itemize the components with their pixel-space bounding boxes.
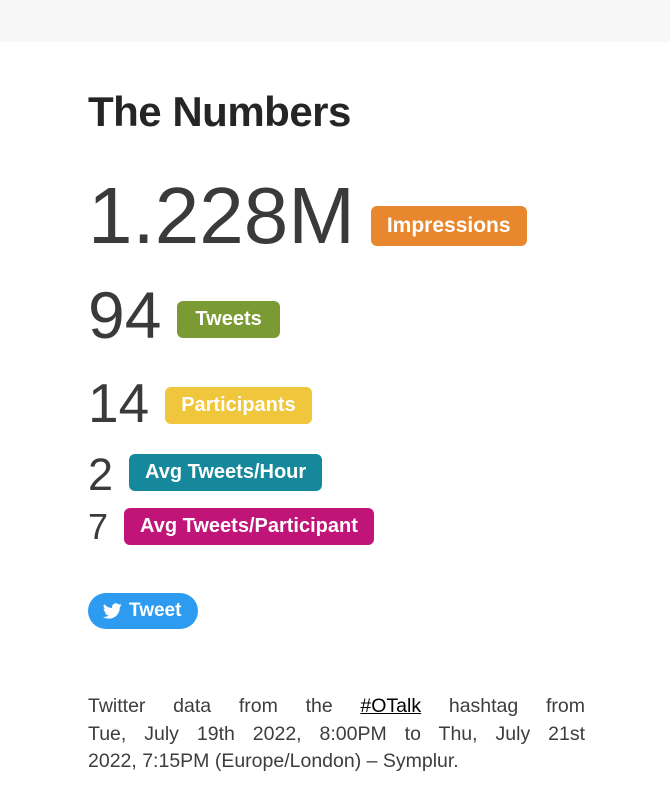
footer-line1-pre: Twitter data from the bbox=[88, 695, 333, 718]
footer-line-1: Twitter data from the #OTalk hashtag fro… bbox=[88, 693, 585, 721]
stat-row-avg-tweets-participant: 7 Avg Tweets/Participant bbox=[88, 506, 585, 548]
top-band bbox=[0, 0, 670, 42]
main-content: The Numbers 1.228M Impressions 94 Tweets… bbox=[0, 88, 670, 776]
footer-line-3: 2022, 7:15PM (Europe/London) – Symplur. bbox=[88, 750, 459, 773]
tweets-value: 94 bbox=[88, 278, 162, 353]
footer-line-2: Tue, July 19th 2022, 8:00PM to Thu, July… bbox=[88, 722, 585, 745]
impressions-badge: Impressions bbox=[370, 206, 527, 247]
avg-tweets-hour-value: 2 bbox=[88, 449, 114, 501]
footer-line1-post: hashtag from bbox=[448, 695, 585, 718]
tweets-badge: Tweets bbox=[177, 301, 280, 339]
footer-attribution: Twitter data from the #OTalk hashtag fro… bbox=[88, 693, 585, 776]
stat-row-participants: 14 Participants bbox=[88, 376, 585, 431]
page-title: The Numbers bbox=[88, 88, 351, 135]
tweet-button-label: Tweet bbox=[129, 600, 182, 622]
stat-row-impressions: 1.228M Impressions bbox=[88, 176, 585, 256]
tweet-share-button[interactable]: Tweet bbox=[88, 593, 199, 630]
participants-badge: Participants bbox=[165, 387, 312, 425]
twitter-bird-icon bbox=[102, 601, 122, 621]
otalk-hashtag-link[interactable]: #OTalk bbox=[360, 695, 422, 718]
stat-row-tweets: 94 Tweets bbox=[88, 282, 585, 348]
stat-row-avg-tweets-hour: 2 Avg Tweets/Hour bbox=[88, 452, 585, 497]
impressions-value: 1.228M bbox=[88, 171, 355, 261]
participants-value: 14 bbox=[88, 372, 150, 435]
avg-tweets-hour-badge: Avg Tweets/Hour bbox=[129, 454, 323, 492]
avg-tweets-participant-value: 7 bbox=[88, 506, 109, 548]
avg-tweets-participant-badge: Avg Tweets/Participant bbox=[124, 508, 374, 546]
